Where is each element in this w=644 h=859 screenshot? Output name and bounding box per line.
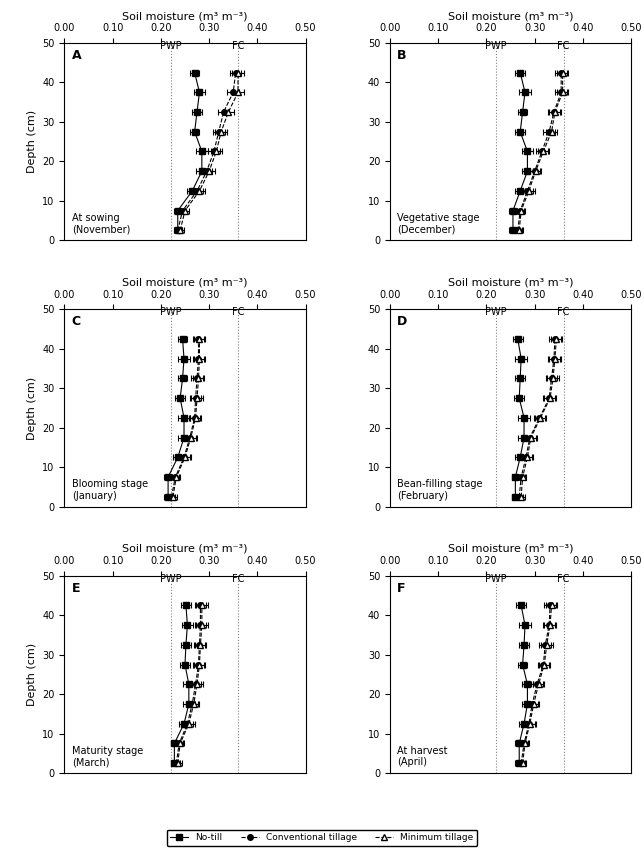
Text: Blooming stage
(January): Blooming stage (January) — [71, 479, 147, 501]
Text: F: F — [397, 582, 406, 594]
X-axis label: Soil moisture (m³ m⁻³): Soil moisture (m³ m⁻³) — [122, 544, 248, 554]
Text: PWP: PWP — [160, 308, 182, 317]
X-axis label: Soil moisture (m³ m⁻³): Soil moisture (m³ m⁻³) — [122, 11, 248, 21]
Text: B: B — [397, 49, 407, 62]
Legend: No-till, Conventional tillage, Minimum tillage: No-till, Conventional tillage, Minimum t… — [167, 830, 477, 846]
Y-axis label: Depth (cm): Depth (cm) — [27, 110, 37, 174]
Text: PWP: PWP — [486, 41, 507, 51]
Text: E: E — [71, 582, 80, 594]
Text: FC: FC — [558, 574, 570, 584]
X-axis label: Soil moisture (m³ m⁻³): Soil moisture (m³ m⁻³) — [448, 277, 573, 288]
Text: A: A — [71, 49, 81, 62]
Text: FC: FC — [232, 574, 244, 584]
Text: FC: FC — [558, 41, 570, 51]
Y-axis label: Depth (cm): Depth (cm) — [27, 376, 37, 440]
Text: At harvest
(April): At harvest (April) — [397, 746, 448, 767]
Text: FC: FC — [232, 308, 244, 317]
X-axis label: Soil moisture (m³ m⁻³): Soil moisture (m³ m⁻³) — [122, 277, 248, 288]
X-axis label: Soil moisture (m³ m⁻³): Soil moisture (m³ m⁻³) — [448, 544, 573, 554]
Text: Vegetative stage
(December): Vegetative stage (December) — [397, 213, 480, 235]
Text: PWP: PWP — [160, 574, 182, 584]
Text: PWP: PWP — [486, 574, 507, 584]
Text: Maturity stage
(March): Maturity stage (March) — [71, 746, 143, 767]
Text: FC: FC — [232, 41, 244, 51]
X-axis label: Soil moisture (m³ m⁻³): Soil moisture (m³ m⁻³) — [448, 11, 573, 21]
Text: Bean-filling stage
(February): Bean-filling stage (February) — [397, 479, 483, 501]
Text: FC: FC — [558, 308, 570, 317]
Y-axis label: Depth (cm): Depth (cm) — [27, 643, 37, 706]
Text: At sowing
(November): At sowing (November) — [71, 213, 130, 235]
Text: C: C — [71, 315, 80, 328]
Text: D: D — [397, 315, 408, 328]
Text: PWP: PWP — [160, 41, 182, 51]
Text: PWP: PWP — [486, 308, 507, 317]
